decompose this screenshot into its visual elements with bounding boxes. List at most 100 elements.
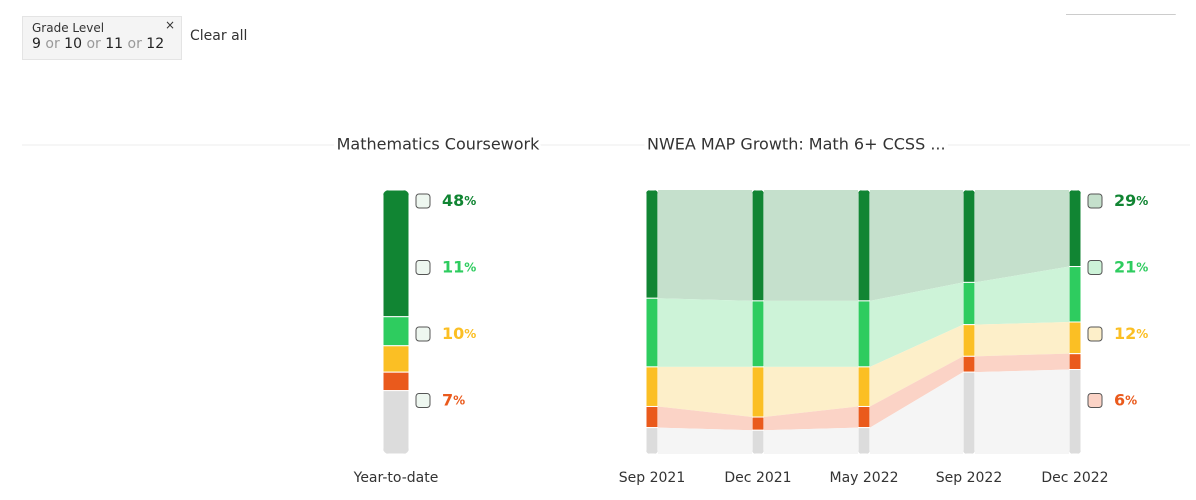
flow-band xyxy=(975,190,1069,283)
data-label-unit: % xyxy=(1136,194,1148,208)
flow-band xyxy=(764,427,858,454)
x-tick-label: Dec 2021 xyxy=(724,470,791,486)
flow-band xyxy=(975,322,1069,357)
bar-segment xyxy=(1069,266,1081,323)
data-label: 10% xyxy=(442,324,476,343)
checkbox[interactable] xyxy=(415,260,431,275)
stacked-bar xyxy=(383,190,409,454)
data-label-unit: % xyxy=(1125,393,1137,407)
flow-band xyxy=(975,266,1069,325)
stacked-bar xyxy=(858,190,870,454)
data-label-unit: % xyxy=(464,194,476,208)
x-tick-label: Sep 2022 xyxy=(936,470,1002,486)
flow-band xyxy=(764,406,858,431)
clear-all[interactable]: Clear all xyxy=(190,28,248,44)
bar-segment xyxy=(963,371,975,454)
bar-segment xyxy=(752,416,764,431)
x-tick-label: Dec 2022 xyxy=(1041,470,1108,486)
bar-segment xyxy=(646,405,658,429)
checkbox[interactable] xyxy=(415,393,431,408)
checkbox[interactable] xyxy=(415,326,431,342)
flow-band xyxy=(764,190,858,301)
bar-segment xyxy=(752,429,764,454)
bar-segment xyxy=(383,390,409,454)
flow-band xyxy=(870,324,963,407)
data-label-value: 7 xyxy=(442,390,453,409)
checkbox[interactable] xyxy=(1087,393,1103,408)
data-label-value: 11 xyxy=(442,257,464,276)
stacked-bar xyxy=(646,190,658,454)
checkbox[interactable] xyxy=(1087,260,1103,275)
filter-joiner: or xyxy=(45,36,60,52)
bar-segment xyxy=(383,345,409,373)
flow-band xyxy=(870,372,963,454)
data-label: 11% xyxy=(442,257,476,276)
filter-value: 10 xyxy=(64,36,82,52)
checkbox[interactable] xyxy=(415,193,431,209)
x-tick-label: Year-to-date xyxy=(353,470,439,486)
flow-band xyxy=(870,282,963,367)
bar-segment xyxy=(1069,369,1081,454)
bar-segment xyxy=(752,366,764,418)
bar-segment xyxy=(858,300,870,368)
data-label: 48% xyxy=(442,191,476,210)
data-label: 29% xyxy=(1114,191,1148,210)
bar-segment xyxy=(858,427,870,454)
data-label-value: 10 xyxy=(442,324,464,343)
bar-segment xyxy=(858,366,870,407)
flow-band xyxy=(764,300,858,367)
checkbox[interactable] xyxy=(1087,326,1103,342)
bar-segment xyxy=(963,355,975,373)
chart-title: NWEA MAP Growth: Math 6+ CCSS ... xyxy=(647,135,946,154)
data-label-unit: % xyxy=(464,327,476,341)
bar-segment xyxy=(383,371,409,392)
filter-chip[interactable]: Grade Level 9 or 10 or 11 or 12 × xyxy=(22,16,182,60)
chart-title: Mathematics Coursework xyxy=(337,135,541,154)
data-label: 12% xyxy=(1114,324,1148,343)
data-label-value: 6 xyxy=(1114,390,1125,409)
flow-band xyxy=(975,353,1069,373)
filter-label: Grade Level xyxy=(32,21,105,35)
flow-band xyxy=(870,190,963,301)
data-label-unit: % xyxy=(453,393,465,407)
flow-band xyxy=(658,298,752,367)
stacked-bar xyxy=(1069,190,1081,454)
data-label: 6% xyxy=(1114,390,1137,409)
filter-joiner: or xyxy=(86,36,101,52)
checkbox[interactable] xyxy=(1087,193,1103,209)
bar-segment xyxy=(383,190,409,318)
stacked-bar xyxy=(752,190,764,454)
filter-value: 11 xyxy=(105,36,124,52)
bar-segment xyxy=(383,316,409,347)
data-label: 7% xyxy=(442,390,465,409)
flow-band xyxy=(975,369,1069,454)
flow-band xyxy=(658,427,752,454)
bar-segment xyxy=(1069,190,1081,268)
bar-segment xyxy=(963,324,975,357)
stacked-bar xyxy=(963,190,975,454)
bar-segment xyxy=(963,190,975,283)
filter-value: 9 xyxy=(32,36,41,52)
filter-value: 12 xyxy=(146,36,165,52)
bar-segment xyxy=(646,190,658,299)
bar-segment xyxy=(752,190,764,302)
filter-close[interactable]: × xyxy=(164,18,175,32)
data-label-unit: % xyxy=(1136,260,1148,274)
bar-segment xyxy=(963,281,975,326)
bar-segment xyxy=(752,300,764,368)
flow-band xyxy=(658,190,752,301)
data-label: 21% xyxy=(1114,257,1148,276)
x-tick-label: Sep 2021 xyxy=(619,470,685,486)
filter-joiner: or xyxy=(127,36,142,52)
flow-band xyxy=(658,406,752,431)
flow-band xyxy=(870,356,963,428)
data-label-unit: % xyxy=(464,260,476,274)
flow-band xyxy=(764,366,858,418)
data-label-value: 12 xyxy=(1114,324,1136,343)
filter-values: 9 or 10 or 11 or 12 xyxy=(32,36,172,52)
x-tick-label: May 2022 xyxy=(829,470,898,486)
data-label-value: 48 xyxy=(442,191,464,210)
bar-segment xyxy=(646,366,658,407)
